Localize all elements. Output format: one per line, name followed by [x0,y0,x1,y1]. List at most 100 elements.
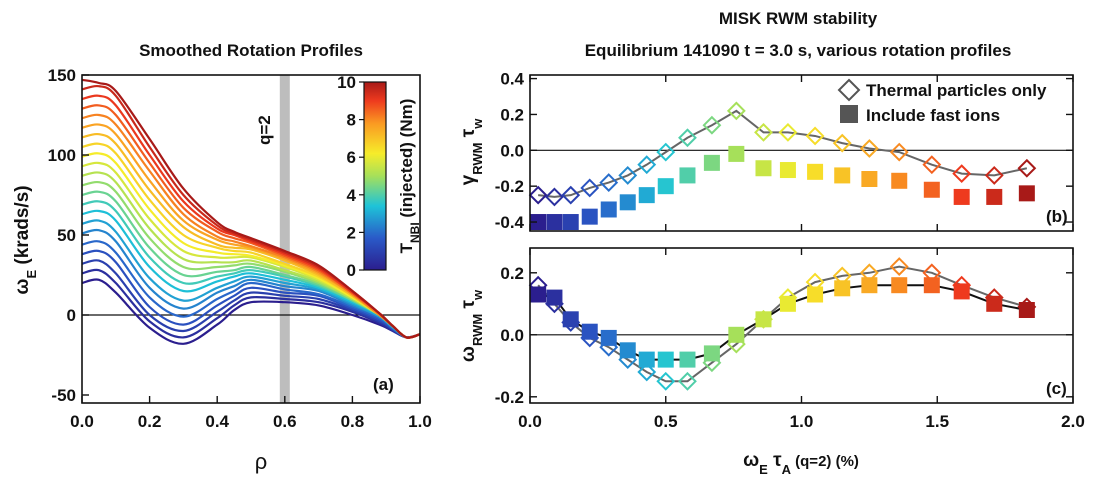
panel-c-x-ticks: 0.0 0.5 1.0 1.5 2.0 [518,248,1085,431]
y-tick-label: 0.0 [500,326,524,345]
q2-band [279,75,290,403]
fast-ion-point [834,280,851,297]
panel-a-x-label: ρ [255,449,268,474]
thermal-point [545,294,564,314]
thermal-point [656,142,676,162]
thermal-point [922,263,942,283]
fast-ion-point [638,187,655,204]
thermal-point [618,165,638,185]
y-tick-label: -0.2 [495,177,524,196]
legend-label-fast-ions: Include fast ions [866,106,1000,125]
y-tick-label: 0.2 [500,264,524,283]
y-tick-label: -50 [51,386,76,405]
fast-ion-point [807,286,824,303]
thermal-point [952,164,972,184]
panel-a-y-ticks: -50 0 50 100 150 [48,66,89,405]
thermal-point [922,155,942,175]
fast-ion-point [562,214,579,231]
x-tick-label: 0.4 [205,412,229,431]
panel-b-label: (b) [1046,207,1068,226]
panel-b-y-label: γRWM τw [458,118,485,186]
panel-b-title: MISK RWM stability [719,9,878,28]
fast-ion-point [562,311,579,328]
y-tick-label: 0.4 [500,70,524,89]
fast-ion-point [834,167,851,184]
fast-ion-point [986,188,1003,205]
thermal-point [889,142,909,162]
y-tick-label: 0 [67,306,76,325]
colorbar-tick-label: 2 [347,223,356,242]
fast-ion-point [807,163,824,180]
thermal-point [726,101,746,121]
rotation-profiles [81,78,421,345]
legend-marker-thermal [837,78,861,102]
panel-c-label: (c) [1046,379,1067,398]
fast-ion-point [923,181,940,198]
panel-a-x-ticks: 0.0 0.2 0.4 0.6 0.8 1.0 [70,396,432,431]
x-tick-label: 1.5 [925,412,949,431]
fast-ion-point [1018,185,1035,202]
thermal-point [984,288,1004,308]
fast-ion-point [986,295,1003,312]
thermal-point [580,178,600,198]
x-tick-label: 2.0 [1061,412,1085,431]
x-tick-label: 1.0 [790,412,814,431]
fast-ion-point [546,289,563,306]
rotation-profile-line [81,78,421,339]
fast-ion-point [861,277,878,294]
fast-ion-point [600,201,617,218]
thermal-point [702,115,722,135]
fast-ion-point [679,351,696,368]
panel-a-label: (a) [373,375,394,394]
thermal-point [580,328,600,348]
fast-ion-point [657,178,674,195]
y-tick-label: -0.2 [495,388,524,407]
fast-ion-point [953,283,970,300]
x-tick-label: 0.6 [273,412,297,431]
rotation-profile-line [81,259,421,339]
thermal-point [778,122,798,142]
panel-a-title: Smoothed Rotation Profiles [139,41,363,60]
rotation-profile-line [81,249,421,339]
thermal-point [754,309,773,329]
fast-ion-point [530,214,547,231]
colorbar-tick-label: 10 [337,73,356,92]
x-tick-label: 1.0 [408,412,432,431]
thermal-point [599,337,619,357]
colorbar-tick-label: 6 [347,148,356,167]
thermal-point [528,275,548,295]
panel-a-frame [81,74,421,404]
x-tick-label: 0.5 [654,412,678,431]
panel-a: Smoothed Rotation Profiles 0.0 0.2 0.4 0.6 0… [12,41,432,474]
thermal-point [528,185,548,205]
y-tick-label: 0.0 [500,141,524,160]
panel-b-subtitle: Equilibrium 141090 t = 3.0 s, various ro… [585,41,1012,60]
panel-b: 0.4 0.2 0.0 -0.2 -0.4 γRWM τw (b) Thermal pa… [458,70,1074,232]
thermal-point [599,173,619,193]
y-tick-label: -0.4 [495,213,525,232]
rotation-profile-line [81,219,421,339]
thermal-point [805,272,825,292]
fast-ion-point [546,214,563,231]
y-tick-label: 100 [48,146,76,165]
thermal-point [561,312,581,332]
fast-ion-point [953,188,970,205]
thermal-point [678,128,697,148]
colorbar-tick-label: 4 [347,186,357,205]
x-tick-label: 0.2 [138,412,162,431]
x-tick-label: 0.8 [341,412,365,431]
y-tick-label: 0.2 [500,105,524,124]
colorbar-tick-label: 0 [347,261,356,280]
fast-ion-point [923,277,940,294]
fast-ion-point [581,208,598,225]
thermal-point [702,353,722,373]
fast-ion-point [891,277,908,294]
panel-c-y-ticks: 0.2 0.0 -0.2 [495,264,1073,407]
thermal-point [754,122,773,142]
rotation-profile-line [81,268,421,339]
thermal-point [984,166,1004,185]
fast-ion-point [581,323,598,340]
thermal-point [1017,158,1037,178]
thermal-point [656,371,676,391]
